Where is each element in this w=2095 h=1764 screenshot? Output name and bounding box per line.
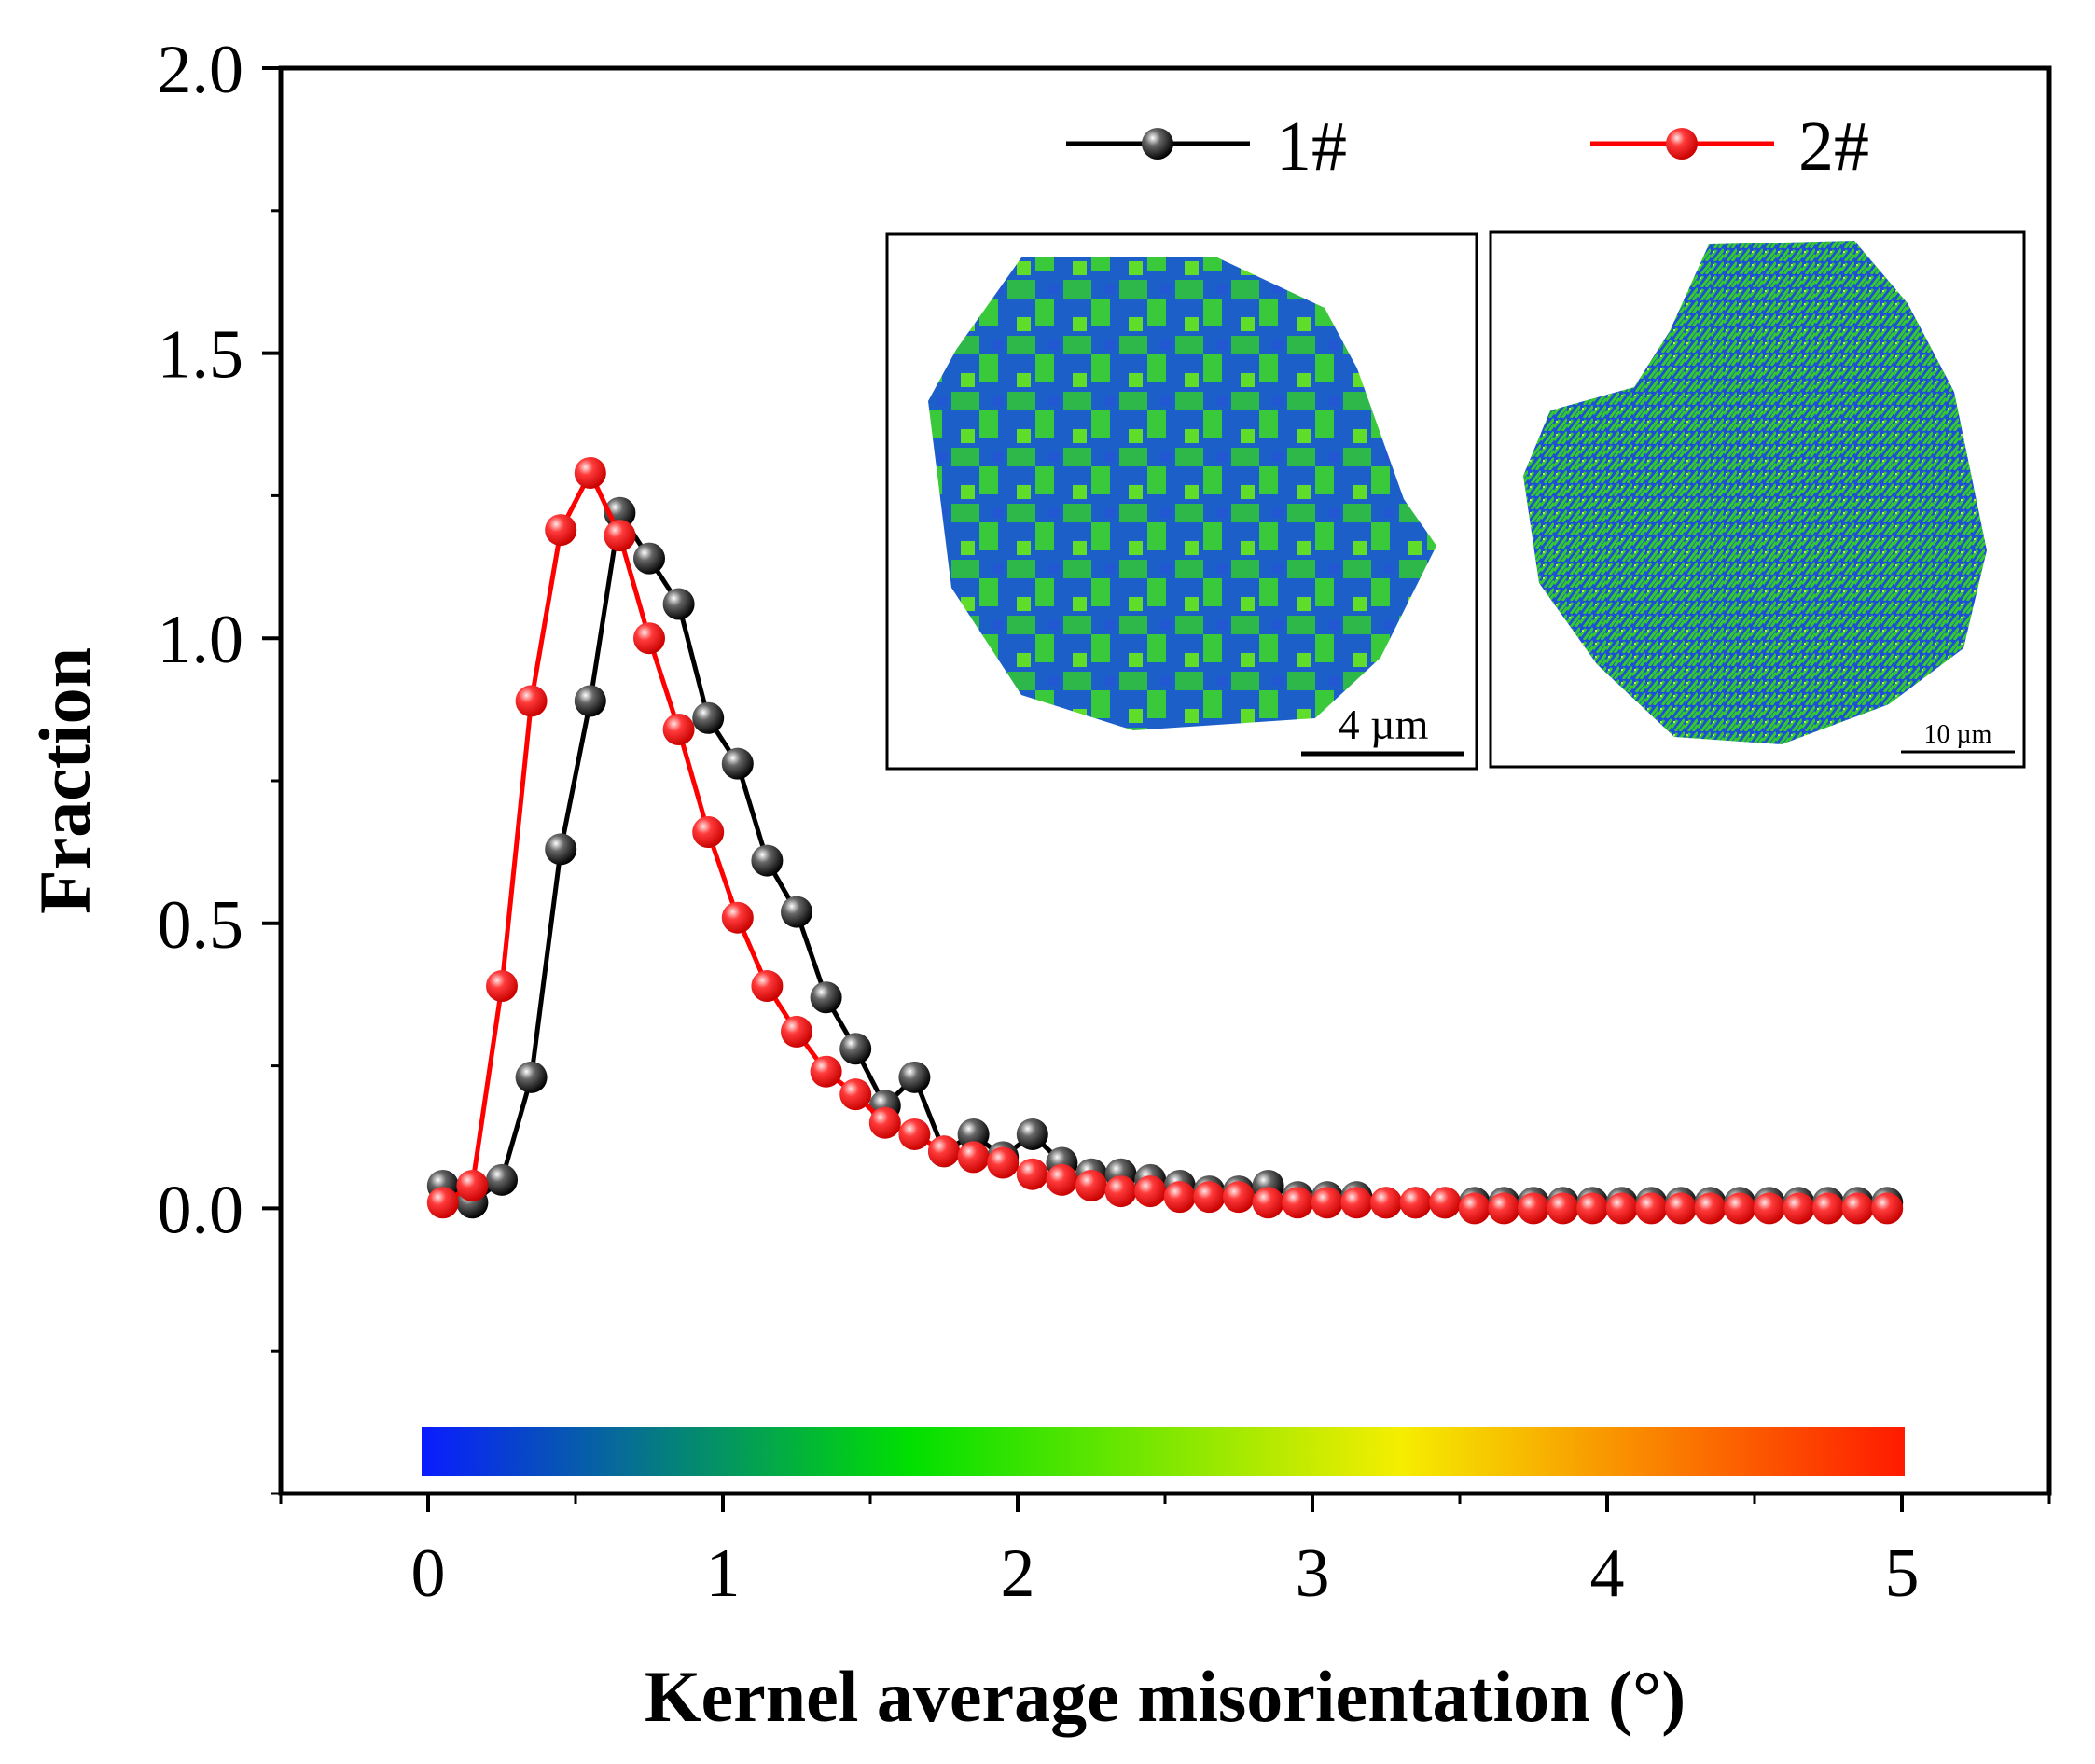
series-2-point xyxy=(1753,1192,1785,1225)
series-2-point xyxy=(662,713,695,745)
series-2-point xyxy=(1783,1192,1815,1225)
y-axis-title: Fraction xyxy=(24,647,105,914)
series-1-point xyxy=(1016,1118,1048,1150)
inset-1-grain xyxy=(928,257,1436,730)
series-2-point xyxy=(1518,1192,1549,1225)
series-2-point xyxy=(868,1106,901,1139)
series-1-point xyxy=(751,844,784,877)
series-2-point xyxy=(456,1169,489,1201)
inset-2: 10 µm xyxy=(1489,230,2026,769)
series-2-point xyxy=(1193,1181,1226,1214)
series-1-point xyxy=(574,685,606,717)
series-2-point xyxy=(545,514,577,547)
series-1-point xyxy=(662,588,695,620)
series-2-point xyxy=(1016,1158,1048,1190)
series-1-point xyxy=(898,1061,931,1093)
series-1-point xyxy=(810,981,842,1014)
series-2-point xyxy=(1724,1192,1756,1225)
series-2-point xyxy=(1488,1192,1520,1225)
series-2-point xyxy=(1163,1181,1196,1214)
series-2-point xyxy=(1075,1169,1107,1201)
axis-layer: 0 1 2 3 4 5 0.0 0.5 1.0 1.5 2.0 xyxy=(158,32,2051,1612)
series-1-point xyxy=(633,542,665,575)
colorbar xyxy=(422,1427,1905,1476)
series-2-point xyxy=(1370,1187,1402,1219)
x-tick-label-0: 0 xyxy=(411,1535,446,1612)
series-2-point xyxy=(721,901,754,934)
series-2-point xyxy=(1665,1192,1697,1225)
series-2-point xyxy=(1311,1187,1343,1219)
series-2-point xyxy=(1605,1192,1638,1225)
series-2 xyxy=(426,456,1904,1225)
y-tick-label-4: 2.0 xyxy=(158,32,244,108)
x-tick-label-5: 5 xyxy=(1885,1535,1920,1612)
y-tick-label-1: 0.5 xyxy=(158,887,244,964)
series-2-point xyxy=(810,1055,842,1088)
inset-2-scale-label: 10 µm xyxy=(1924,720,1992,749)
legend-label-2: 2# xyxy=(1798,107,1869,186)
series-2-point xyxy=(839,1078,872,1111)
legend-marker-1 xyxy=(1142,128,1173,160)
series-1-point xyxy=(692,701,725,734)
series-2-point xyxy=(1841,1192,1874,1225)
x-tick-label-2: 2 xyxy=(1001,1535,1035,1612)
legend-label-1: 1# xyxy=(1276,107,1347,186)
series-2-point xyxy=(633,622,665,655)
series-2-point xyxy=(751,970,784,1003)
series-2-point xyxy=(692,816,725,849)
series-2-point xyxy=(574,456,606,489)
series-2-point xyxy=(486,970,518,1003)
series-2-point xyxy=(898,1118,931,1150)
series-2-point xyxy=(1812,1192,1844,1225)
series-layer xyxy=(426,456,1904,1225)
series-2-point xyxy=(957,1141,990,1174)
series-1-point xyxy=(515,1061,548,1093)
inset-1-scale-label: 4 µm xyxy=(1339,701,1429,748)
y-tick-label-0: 0.0 xyxy=(158,1172,244,1248)
x-tick-label-4: 4 xyxy=(1590,1535,1625,1612)
inset-1: 4 µm xyxy=(885,232,1478,771)
series-2-point xyxy=(1282,1187,1314,1219)
series-2-point xyxy=(1223,1181,1255,1214)
inset-2-grain xyxy=(1523,241,1987,744)
series-1-point xyxy=(839,1033,872,1065)
series-1-point xyxy=(721,747,754,780)
series-2-point xyxy=(1429,1187,1462,1219)
series-2-point xyxy=(987,1146,1020,1179)
series-2-point xyxy=(426,1187,459,1219)
legend-entry-1: 1# xyxy=(1066,107,1347,186)
series-2-point xyxy=(1252,1187,1284,1219)
series-2-point xyxy=(1340,1187,1373,1219)
legend-entry-2: 2# xyxy=(1590,107,1869,186)
series-2-point xyxy=(515,685,548,717)
series-2-point xyxy=(1458,1192,1491,1225)
series-2-point xyxy=(1547,1192,1579,1225)
series-2-point xyxy=(1104,1175,1137,1208)
series-2-point xyxy=(1134,1175,1167,1208)
series-2-point xyxy=(1046,1163,1078,1196)
legend-marker-2 xyxy=(1666,128,1698,160)
series-1-point xyxy=(486,1163,518,1196)
series-2-point xyxy=(1399,1187,1432,1219)
x-tick-label-1: 1 xyxy=(706,1535,741,1612)
series-2-point xyxy=(1871,1192,1904,1225)
series-1-point xyxy=(781,896,812,928)
legend: 1# 2# xyxy=(1066,107,1869,186)
y-tick-label-3: 1.5 xyxy=(158,317,244,394)
series-2-point xyxy=(928,1135,960,1168)
series-1-point xyxy=(957,1118,990,1150)
x-tick-label-3: 3 xyxy=(1296,1535,1330,1612)
x-axis-title: Kernel average misorientation (°) xyxy=(645,1656,1686,1737)
series-2-point xyxy=(1576,1192,1609,1225)
series-1-point xyxy=(545,833,577,866)
series-2-point xyxy=(781,1015,812,1048)
y-tick-label-2: 1.0 xyxy=(158,602,244,678)
series-2-point xyxy=(1635,1192,1668,1225)
series-2-point xyxy=(1694,1192,1727,1225)
series-2-point xyxy=(604,520,636,552)
